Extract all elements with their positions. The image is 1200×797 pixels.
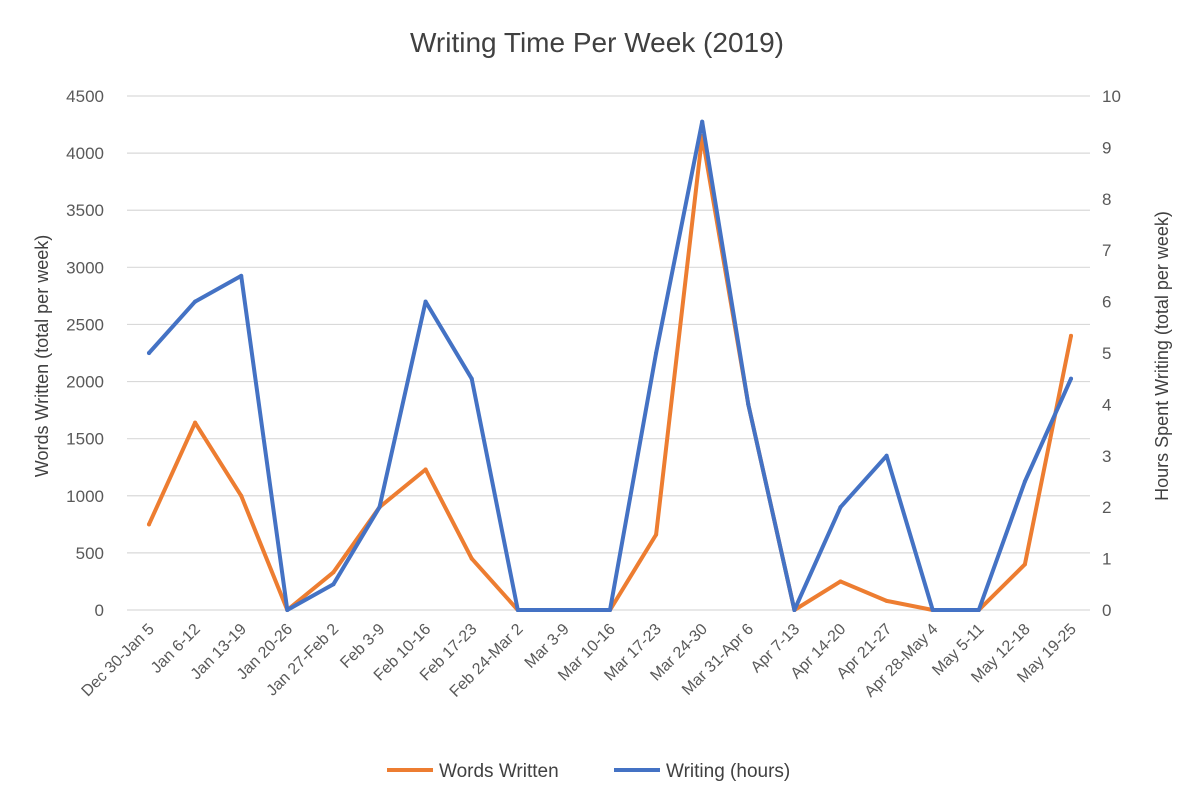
data-point [746,402,751,407]
data-point [561,608,566,612]
data-point [654,532,659,537]
data-point [976,608,981,612]
data-point [193,299,198,304]
data-point [1069,376,1073,381]
series-line [147,133,1073,612]
data-point [147,351,151,355]
data-point [838,579,843,584]
right-axis-tick-label: 2 [1102,498,1111,517]
left-axis-ticks: 0 500 1000 1500 2000 2500 3000 3500 4000 4500 [66,87,104,620]
data-point [469,376,474,381]
left-axis-tick-label: 4500 [66,87,104,106]
left-axis-tick-label: 4000 [66,144,104,163]
right-axis-tick-label: 8 [1102,190,1111,209]
left-axis-tick-label: 3000 [66,258,104,277]
left-axis-label: Words Written (total per week) [32,235,52,477]
data-point [147,522,151,527]
data-point [792,608,797,612]
right-axis-tick-label: 6 [1102,293,1111,312]
x-axis-tick-label: Dec 30-Jan 5 [79,621,158,700]
right-axis-tick-label: 5 [1102,344,1111,363]
data-point [239,493,244,498]
data-point [608,608,612,612]
right-axis-tick-label: 9 [1102,138,1111,157]
legend-label: Words Written [439,761,559,782]
right-axis-label: Hours Spent Writing (total per week) [1152,211,1172,501]
data-point [377,505,382,510]
left-axis-tick-label: 2500 [66,315,104,334]
data-point [1022,562,1027,567]
data-point [884,598,889,603]
right-axis-tick-label: 1 [1102,550,1111,569]
left-axis-tick-label: 1500 [66,430,104,449]
right-axis-tick-label: 4 [1102,395,1111,414]
data-point [331,582,336,587]
right-axis-tick-label: 3 [1102,447,1111,466]
series-lines [147,119,1073,612]
left-axis-tick-label: 0 [95,601,104,620]
right-axis-tick-label: 10 [1102,87,1121,106]
data-point [1022,479,1027,484]
series-line [147,119,1073,612]
data-point [515,608,520,612]
data-point [331,570,336,575]
chart-title: Writing Time Per Week (2019) [410,27,784,58]
legend-label: Writing (hours) [666,761,790,782]
left-axis-tick-label: 3500 [66,201,104,220]
left-axis-tick-label: 1000 [66,487,104,506]
legend: Words Written Writing (hours) [387,761,790,782]
data-point [838,505,843,510]
data-point [423,467,428,472]
data-point [239,273,244,278]
left-axis-tick-label: 2000 [66,373,104,392]
data-point [193,420,198,425]
data-point [285,608,290,612]
right-axis-tick-label: 7 [1102,241,1111,260]
left-axis-tick-label: 500 [76,544,104,563]
data-point [700,119,705,124]
data-point [469,556,474,561]
gridlines [127,95,1090,611]
data-point [423,299,428,304]
data-point [654,351,659,355]
data-point [884,453,889,458]
data-point [1069,333,1073,338]
data-point [930,608,935,612]
right-axis-ticks: 0 1 2 3 4 5 6 7 8 9 10 [1102,87,1121,620]
right-axis-tick-label: 0 [1102,601,1111,620]
